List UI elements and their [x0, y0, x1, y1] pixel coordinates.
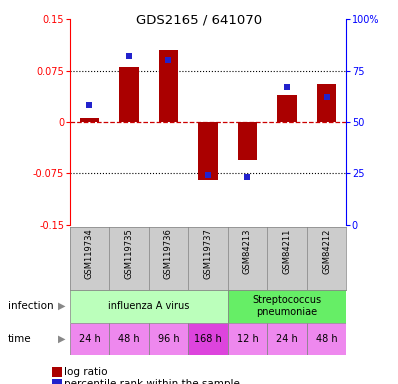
Bar — [307, 323, 346, 355]
Bar — [109, 323, 149, 355]
Bar — [267, 323, 307, 355]
Text: 48 h: 48 h — [118, 334, 140, 344]
Bar — [277, 94, 297, 122]
Bar — [119, 67, 139, 122]
Text: ▶: ▶ — [58, 301, 66, 311]
Text: GSM84213: GSM84213 — [243, 228, 252, 274]
Text: 48 h: 48 h — [316, 334, 338, 344]
Text: influenza A virus: influenza A virus — [108, 301, 189, 311]
Bar — [228, 323, 267, 355]
Text: GSM84211: GSM84211 — [283, 228, 291, 274]
Bar — [70, 290, 228, 323]
Text: GSM84212: GSM84212 — [322, 228, 331, 274]
Bar — [80, 119, 99, 122]
Text: 168 h: 168 h — [194, 334, 222, 344]
Text: 12 h: 12 h — [236, 334, 258, 344]
Text: time: time — [8, 334, 31, 344]
Text: GSM119737: GSM119737 — [203, 228, 213, 279]
Bar — [238, 122, 258, 160]
Text: GSM119736: GSM119736 — [164, 228, 173, 279]
Text: ▶: ▶ — [58, 334, 66, 344]
Bar — [149, 323, 188, 355]
Text: GSM119734: GSM119734 — [85, 228, 94, 279]
Text: infection: infection — [8, 301, 54, 311]
Bar — [317, 84, 336, 122]
Text: 96 h: 96 h — [158, 334, 179, 344]
Text: GSM119735: GSM119735 — [125, 228, 133, 279]
Text: GDS2165 / 641070: GDS2165 / 641070 — [136, 13, 262, 26]
Bar — [198, 122, 218, 180]
Bar — [70, 323, 109, 355]
Text: 24 h: 24 h — [276, 334, 298, 344]
Text: log ratio: log ratio — [64, 367, 108, 377]
Bar — [188, 323, 228, 355]
Bar — [158, 50, 178, 122]
Bar — [228, 290, 346, 323]
Text: Streptococcus
pneumoniae: Streptococcus pneumoniae — [252, 295, 322, 317]
Text: percentile rank within the sample: percentile rank within the sample — [64, 379, 240, 384]
Text: 24 h: 24 h — [78, 334, 100, 344]
